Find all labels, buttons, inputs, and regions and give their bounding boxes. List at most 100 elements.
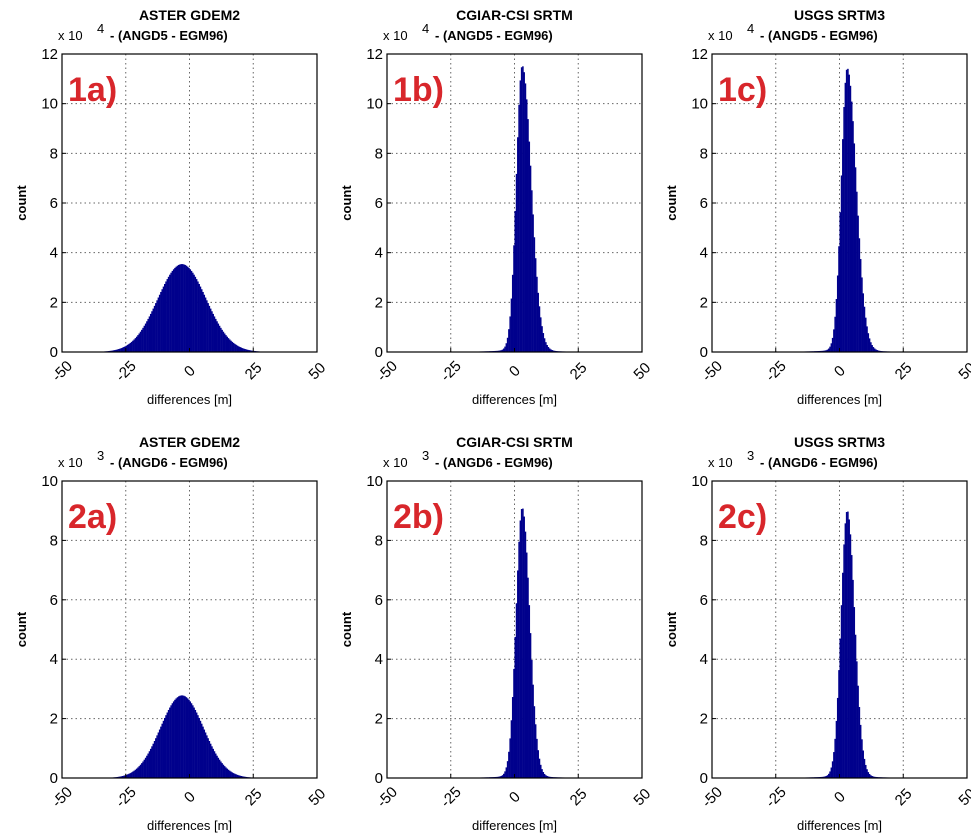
- histogram-bar: [202, 726, 204, 778]
- histogram-bar: [162, 720, 165, 778]
- histogram-bar: [208, 305, 211, 352]
- x-tick-label: 0: [506, 362, 524, 380]
- x-tick-label: 25: [567, 785, 591, 809]
- scale-prefix: x 10: [708, 455, 733, 470]
- histogram-bar: [251, 350, 254, 352]
- histogram-bar: [183, 264, 185, 352]
- histogram-bar: [865, 317, 867, 352]
- histogram-bar: [176, 697, 179, 778]
- histogram-bar: [836, 697, 839, 778]
- histogram-bar: [188, 699, 190, 778]
- scale-exponent: 3: [747, 448, 754, 463]
- histogram-bar: [135, 768, 138, 778]
- y-tick-label: 12: [691, 46, 708, 63]
- histogram-bar: [545, 342, 547, 352]
- histogram-bar: [854, 167, 857, 352]
- histogram-bar: [169, 274, 171, 352]
- histogram-bar: [824, 350, 826, 352]
- histogram-bar: [125, 774, 128, 778]
- histogram-bar: [211, 311, 213, 352]
- histogram-bar: [190, 270, 193, 352]
- histogram-bar: [240, 775, 243, 778]
- histogram-bar: [157, 297, 160, 352]
- histogram-bar: [220, 327, 222, 352]
- y-tick-label: 6: [50, 592, 58, 609]
- histogram-bar: [244, 776, 246, 778]
- histogram-bar: [135, 336, 138, 352]
- histogram-bar: [155, 738, 157, 778]
- y-axis-label: count: [339, 185, 354, 221]
- histogram-bar: [250, 350, 253, 352]
- histogram-bar: [524, 83, 527, 352]
- histogram-bar: [514, 210, 517, 352]
- histogram-bar: [531, 660, 533, 778]
- histogram-bar: [123, 346, 125, 352]
- histogram-bar: [139, 764, 142, 778]
- histogram-bar: [144, 757, 147, 778]
- histogram-bar: [843, 544, 845, 778]
- histogram-bar: [830, 343, 833, 352]
- histogram-bar: [548, 348, 551, 352]
- x-axis-label: differences [m]: [147, 818, 232, 833]
- y-tick-label: 4: [375, 651, 383, 668]
- histogram-bar: [500, 350, 502, 352]
- histogram-bar: [230, 340, 232, 352]
- scale-exponent: 3: [422, 448, 429, 463]
- histogram-bar: [838, 670, 840, 778]
- histogram-bar: [232, 342, 235, 352]
- y-tick-label: 10: [41, 473, 58, 490]
- chart-subtitle: - (ANGD6 - EGM96): [110, 455, 228, 470]
- histogram-bar: [175, 266, 177, 352]
- histogram-bar: [170, 705, 172, 778]
- histogram-bar: [543, 338, 546, 352]
- histogram-bar: [165, 715, 167, 778]
- histogram-bar: [835, 720, 838, 778]
- y-tick-label: 10: [691, 473, 708, 490]
- histogram-bar: [513, 245, 515, 352]
- y-tick-label: 6: [700, 592, 708, 609]
- histogram-bar: [548, 776, 551, 778]
- histogram-bar: [866, 769, 868, 778]
- histogram-bar: [203, 729, 206, 778]
- panel-label: 2c): [718, 498, 767, 536]
- chart-title: USGS SRTM3: [794, 7, 885, 23]
- histogram-bar: [232, 773, 235, 778]
- histogram-bar: [831, 761, 834, 778]
- histogram-bar: [194, 276, 197, 352]
- histogram-bar: [207, 303, 209, 352]
- histogram-bar: [503, 348, 505, 352]
- histogram-bar: [121, 775, 124, 778]
- histogram-bar: [856, 191, 858, 352]
- x-tick-label: -50: [374, 784, 401, 811]
- y-tick-label: 4: [50, 245, 58, 262]
- histogram-bar: [508, 329, 510, 352]
- histogram-bar: [552, 350, 555, 352]
- scale-prefix: x 10: [58, 28, 83, 43]
- histogram-bar: [826, 349, 829, 352]
- histogram-bar: [850, 555, 853, 778]
- histogram-bar: [226, 768, 228, 778]
- histogram-bar: [207, 738, 209, 778]
- y-tick-label: 10: [41, 96, 58, 113]
- histogram-bar: [119, 776, 121, 778]
- histogram-bar: [212, 313, 214, 352]
- histogram-bar: [218, 759, 221, 778]
- histogram-bar: [200, 723, 203, 778]
- histogram-bar: [190, 703, 193, 778]
- histogram-bar: [873, 776, 876, 778]
- histogram-bar: [198, 717, 200, 778]
- histogram-bar: [186, 698, 189, 778]
- histogram-bar: [120, 348, 123, 352]
- histogram-bar: [545, 775, 547, 778]
- histogram-bar: [843, 106, 845, 352]
- histogram-bar: [231, 772, 234, 778]
- x-tick-label: 50: [630, 785, 654, 809]
- histogram-bar: [183, 695, 185, 778]
- x-tick-label: 25: [892, 785, 916, 809]
- histogram-bar: [186, 266, 189, 352]
- histogram-bar: [853, 143, 856, 352]
- scale-exponent: 4: [747, 21, 754, 36]
- histogram-bar: [506, 761, 509, 778]
- scale-prefix: x 10: [708, 28, 733, 43]
- histogram-bar: [203, 294, 206, 352]
